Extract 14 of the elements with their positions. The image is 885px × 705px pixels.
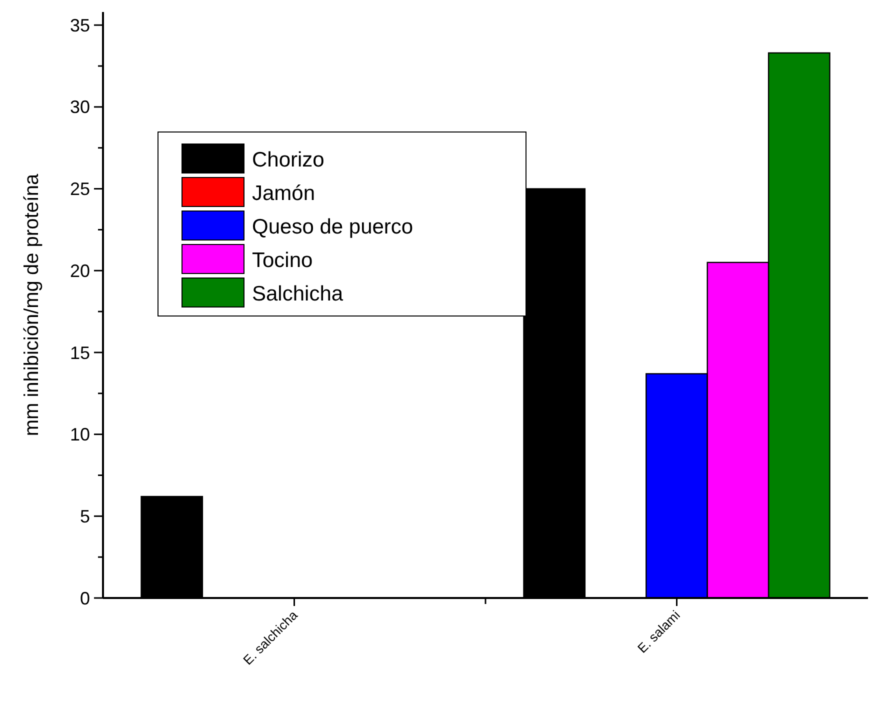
legend-label: Chorizo bbox=[252, 148, 324, 172]
legend-label: Tocino bbox=[252, 248, 313, 272]
y-tick-label: 5 bbox=[80, 506, 90, 526]
y-tick-label: 15 bbox=[70, 342, 90, 363]
y-tick-label: 35 bbox=[70, 15, 90, 36]
y-tick-label: 0 bbox=[80, 588, 90, 608]
legend-label: Jamón bbox=[252, 182, 316, 205]
legend-label: Salchicha bbox=[252, 282, 344, 306]
y-tick-label: 25 bbox=[70, 179, 90, 200]
y-tick-label: 30 bbox=[70, 97, 90, 118]
legend-label: Queso de puerco bbox=[252, 215, 414, 238]
y-tick-label: 20 bbox=[70, 260, 90, 281]
y-axis-title: mm inhibición/mg de proteína bbox=[21, 172, 43, 436]
y-tick-label: 10 bbox=[70, 424, 90, 445]
